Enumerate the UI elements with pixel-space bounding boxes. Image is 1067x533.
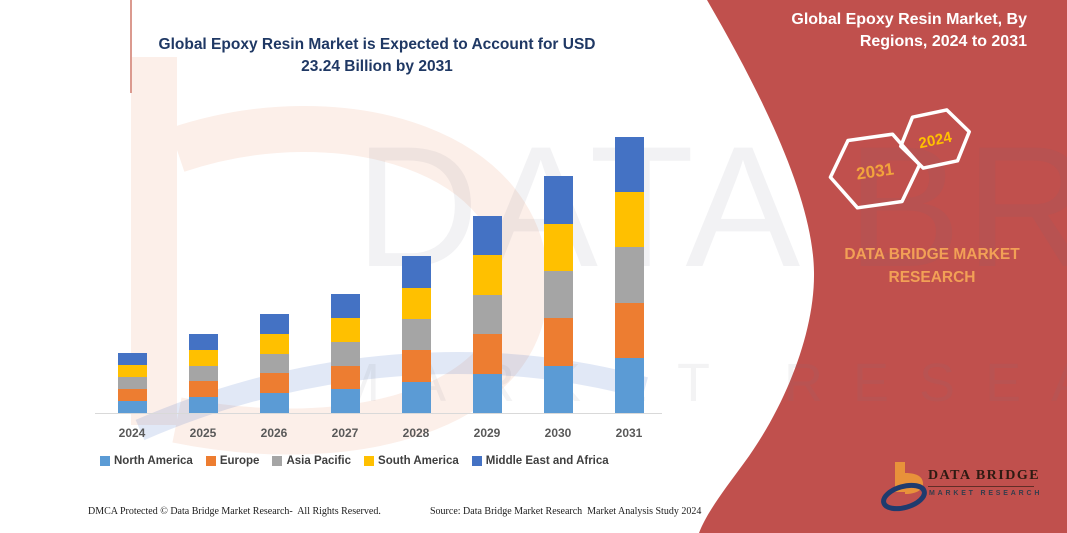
bar-2029 xyxy=(472,215,502,413)
bar-segment-2026 xyxy=(259,393,289,413)
bar-segment-2029 xyxy=(472,334,502,374)
sidebar-heading: Global Epoxy Resin Market, By Regions, 2… xyxy=(791,11,1027,51)
bar-segment-2024 xyxy=(117,365,147,378)
logo-tagline: MARKET RESEARCH xyxy=(929,490,1043,497)
bar-segment-2030 xyxy=(543,223,573,271)
legend-swatch-icon xyxy=(100,456,110,466)
bar-segment-2030 xyxy=(543,318,573,366)
bar-2026 xyxy=(259,313,289,413)
bar-segment-2028 xyxy=(401,287,431,320)
axis-label-2025: 2025 xyxy=(189,426,217,440)
bar-segment-2028 xyxy=(401,381,431,413)
bar-segment-2026 xyxy=(259,333,289,354)
legend-item: Middle East and Africa xyxy=(471,455,609,467)
year-hexagons: 2031 2024 xyxy=(828,108,971,210)
legend-label: South America xyxy=(378,455,459,467)
logo-name: DATA BRIDGE xyxy=(928,468,1039,487)
bar-segment-2027 xyxy=(330,389,360,413)
legend-item: North America xyxy=(100,455,193,467)
legend-item: Asia Pacific xyxy=(272,455,351,467)
bar-segment-2030 xyxy=(543,365,573,413)
hexagon-2031: 2031 xyxy=(828,132,922,210)
bar-segment-2031 xyxy=(614,302,644,358)
bar-segment-2031 xyxy=(614,247,644,303)
legend-swatch-icon xyxy=(471,456,482,466)
legend-swatch-icon xyxy=(364,456,375,466)
data-bridge-logo-icon xyxy=(881,462,927,512)
bar-segment-2027 xyxy=(330,294,360,319)
bar-segment-2024 xyxy=(117,353,147,366)
legend-label: Asia Pacific xyxy=(286,455,352,467)
axis-label-2027: 2027 xyxy=(331,426,359,440)
bar-segment-2031 xyxy=(614,357,644,413)
axis-label-2024: 2024 xyxy=(118,426,146,440)
brand-text: DATA BRIDGE MARKET RESEARCH xyxy=(844,246,1020,287)
legend-item: Europe xyxy=(205,455,260,467)
bar-segment-2026 xyxy=(259,373,289,394)
bar-segment-2025 xyxy=(188,397,218,413)
bar-segment-2026 xyxy=(259,313,289,334)
bar-segment-2027 xyxy=(330,341,360,366)
chart-title: Global Epoxy Resin Market is Expected to… xyxy=(158,36,596,76)
hexagon-2031-label: 2031 xyxy=(855,159,895,183)
bar-segment-2025 xyxy=(188,381,218,398)
legend-swatch-icon xyxy=(272,456,283,466)
bar-2024 xyxy=(117,353,147,413)
bar-segment-2028 xyxy=(401,256,431,288)
bar-segment-2029 xyxy=(472,294,502,335)
axis-label-2029: 2029 xyxy=(473,426,501,440)
bar-2025 xyxy=(188,334,218,413)
bar-2028 xyxy=(401,256,431,413)
bar-segment-2030 xyxy=(543,270,573,319)
axis-label-2031: 2031 xyxy=(615,426,643,440)
axis-label-2026: 2026 xyxy=(260,426,288,440)
bar-segment-2028 xyxy=(401,350,431,382)
legend-label: North America xyxy=(114,455,193,467)
bar-segment-2024 xyxy=(117,389,147,402)
bar-segment-2026 xyxy=(259,353,289,374)
axis-label-2028: 2028 xyxy=(402,426,430,440)
hexagon-2024: 2024 xyxy=(899,108,971,170)
bar-segment-2027 xyxy=(330,318,360,342)
legend-item: South America xyxy=(364,455,459,467)
legend-label: Europe xyxy=(219,455,260,467)
chart-legend: North America Europe Asia Pacific South Ame… xyxy=(100,455,675,467)
bar-segment-2028 xyxy=(401,319,431,351)
axis-label-2030: 2030 xyxy=(544,426,572,440)
legend-label: Middle East and Africa xyxy=(485,455,609,467)
bar-segment-2024 xyxy=(117,401,147,413)
bar-segment-2031 xyxy=(614,192,644,248)
bar-segment-2025 xyxy=(188,365,218,382)
footer-source-text: Source: Data Bridge Market Research Mark… xyxy=(430,506,702,517)
bar-segment-2029 xyxy=(472,215,502,256)
bar-segment-2024 xyxy=(117,377,147,390)
bar-segment-2027 xyxy=(330,365,360,390)
bar-2031 xyxy=(614,137,644,413)
bar-segment-2029 xyxy=(472,373,502,413)
legend-swatch-icon xyxy=(205,456,216,466)
bar-2030 xyxy=(543,176,573,413)
bar-segment-2031 xyxy=(614,137,644,193)
bar-segment-2029 xyxy=(472,255,502,295)
footer-dmca-text: DMCA Protected © Data Bridge Market Rese… xyxy=(88,506,381,517)
bar-segment-2025 xyxy=(188,334,218,350)
bar-2027 xyxy=(330,294,360,413)
hexagon-2024-label: 2024 xyxy=(917,129,954,153)
bar-segment-2030 xyxy=(543,176,573,224)
bar-segment-2025 xyxy=(188,349,218,366)
top-left-accent-line xyxy=(130,0,132,93)
